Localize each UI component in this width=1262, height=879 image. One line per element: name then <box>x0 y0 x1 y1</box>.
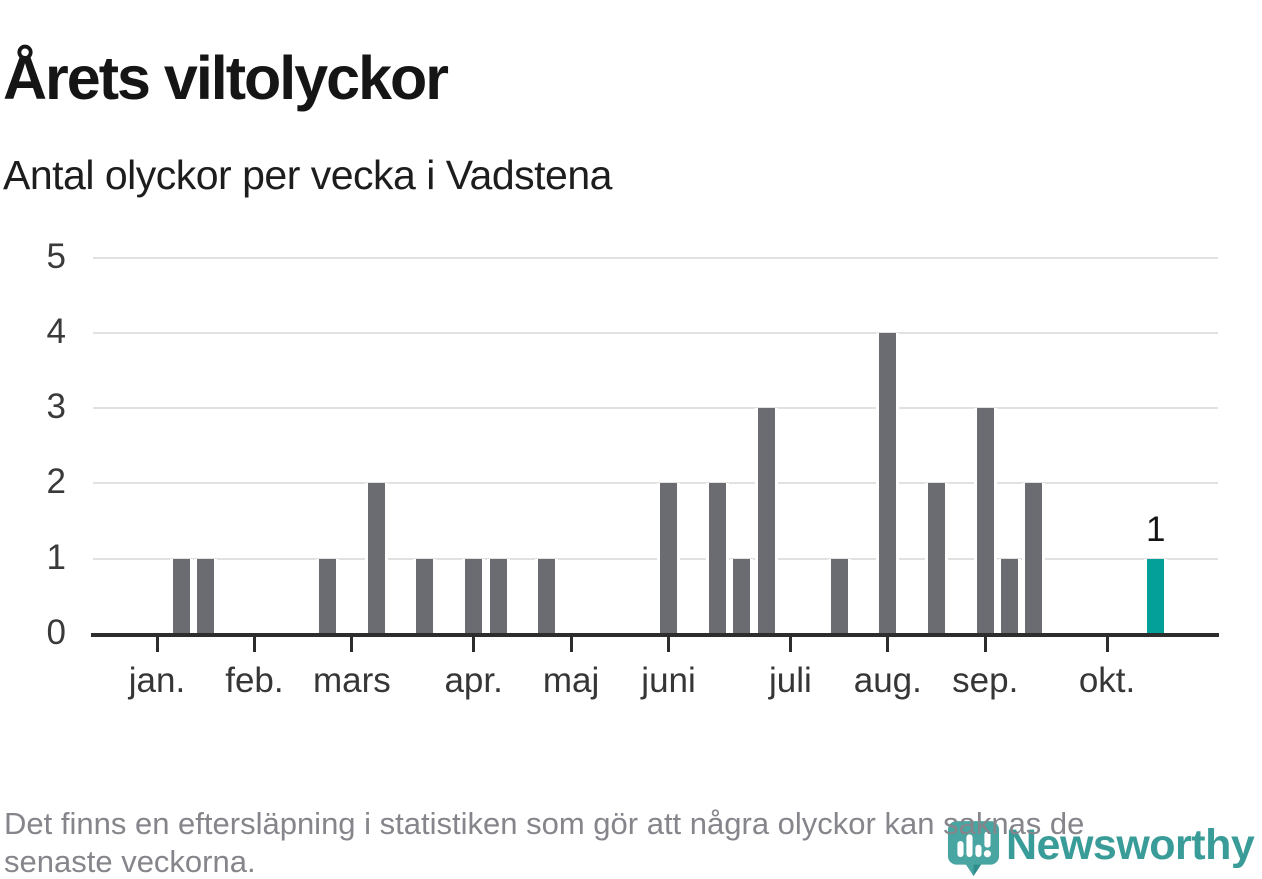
y-tick-label-3: 3 <box>46 387 66 427</box>
x-tick-jan <box>155 637 159 652</box>
x-tick-mars <box>350 637 354 652</box>
x-tick-feb <box>252 637 256 652</box>
bar-week-21 <box>657 483 681 636</box>
x-tick-sep <box>983 637 987 652</box>
x-axis-baseline <box>91 633 1219 637</box>
y-tick-label-5: 5 <box>46 236 66 276</box>
bar-week-2 <box>194 558 218 636</box>
newsworthy-pin-barchart-icon <box>947 821 1000 876</box>
x-tick-juli <box>788 637 792 652</box>
bar-week-24 <box>730 558 754 636</box>
month-label-juni: juni <box>641 661 696 700</box>
month-label-apr: apr. <box>444 661 503 700</box>
x-tick-maj <box>569 637 573 652</box>
x-tick-juni <box>667 637 671 652</box>
bar-week-7 <box>316 558 340 636</box>
bar-week-14 <box>486 558 510 636</box>
chart-subtitle: Antal olyckor per vecka i Vadstena <box>3 152 612 198</box>
month-label-jan: jan. <box>128 661 186 700</box>
bar-week-1 <box>169 558 193 636</box>
x-tick-aug <box>886 637 890 652</box>
x-tick-okt <box>1105 637 1109 652</box>
bar-week-9 <box>364 483 388 636</box>
bar-week-23 <box>705 483 729 636</box>
bar-week-32 <box>925 483 949 636</box>
month-label-mars: mars <box>312 661 391 700</box>
newsworthy-logo-text: Newsworthy <box>1006 821 1255 869</box>
bar-week-28 <box>827 558 851 636</box>
y-tick-label-2: 2 <box>46 462 66 502</box>
month-label-juli: juli <box>768 661 812 700</box>
month-label-okt: okt. <box>1078 661 1136 700</box>
bar-week-30 <box>876 332 900 636</box>
footnote-line-2: senaste veckorna. <box>4 844 256 879</box>
gridline-2 <box>93 482 1218 485</box>
y-tick-label-1: 1 <box>46 537 66 577</box>
month-label-aug: aug. <box>853 661 922 700</box>
bar-week-11 <box>413 558 437 636</box>
month-label-feb: feb. <box>225 661 284 700</box>
gridline-5 <box>93 256 1218 259</box>
page-title: Årets viltolyckor <box>3 43 449 112</box>
gridline-4 <box>93 331 1218 334</box>
y-tick-label-0: 0 <box>46 613 66 652</box>
bar-week-35 <box>998 558 1022 636</box>
x-tick-apr <box>472 637 476 652</box>
bar-week-25 <box>754 408 778 636</box>
footnote-text: Det finns en eftersläpning i statistiken… <box>4 805 1084 879</box>
bar-week-13 <box>462 558 486 636</box>
gridline-1 <box>93 557 1218 560</box>
bar-value-label-week-41: 1 <box>1146 509 1166 549</box>
month-label-sep: sep. <box>952 661 1019 700</box>
month-label-maj: maj <box>542 661 600 700</box>
y-tick-label-4: 4 <box>46 311 66 351</box>
bar-week-16 <box>535 558 559 636</box>
bar-week-36 <box>1022 483 1046 636</box>
gridline-3 <box>93 407 1218 410</box>
newsworthy-logo: Newsworthy <box>947 818 1259 879</box>
footnote-line-1: Det finns en eftersläpning i statistiken… <box>4 806 1085 841</box>
bar-week-34 <box>973 408 997 636</box>
bar-week-41-current <box>1144 558 1168 636</box>
